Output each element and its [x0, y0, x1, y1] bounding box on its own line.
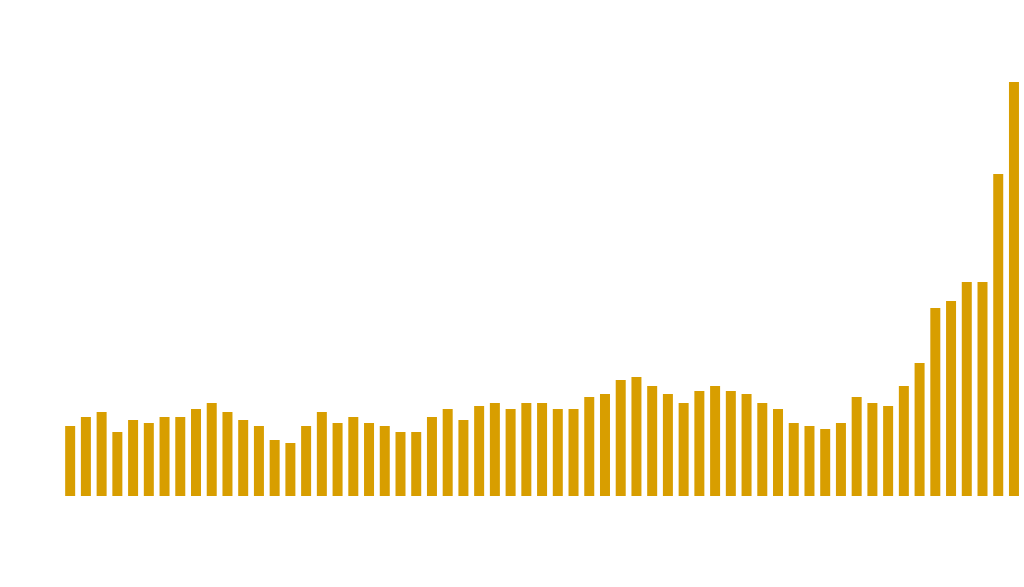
bar [930, 308, 941, 496]
bar [143, 423, 154, 496]
bar [489, 403, 500, 496]
bar [285, 443, 296, 496]
bar [348, 417, 359, 496]
bar [584, 397, 595, 496]
bar [835, 423, 846, 496]
bar [395, 432, 406, 496]
bar [253, 426, 264, 496]
bar [694, 391, 705, 496]
bar [1008, 82, 1019, 496]
bar [379, 426, 390, 496]
bar [191, 409, 202, 496]
bar [269, 440, 280, 496]
bar [977, 282, 988, 496]
bar [820, 429, 831, 496]
bar [647, 386, 658, 496]
bar [741, 394, 752, 496]
bar [128, 420, 139, 496]
bar [757, 403, 768, 496]
bar [552, 409, 563, 496]
bar [961, 282, 972, 496]
bar [599, 394, 610, 496]
bar [112, 432, 123, 496]
bar [662, 394, 673, 496]
bar [159, 417, 170, 496]
bar [788, 423, 799, 496]
bar [710, 386, 721, 496]
bar [993, 174, 1004, 496]
bar [631, 377, 642, 496]
bar [238, 420, 249, 496]
bar [364, 423, 375, 496]
bar [883, 406, 894, 496]
bar [458, 420, 469, 496]
bar [65, 426, 76, 496]
bar [301, 426, 312, 496]
bar [222, 412, 233, 496]
bar [96, 412, 107, 496]
bar [442, 409, 453, 496]
bar [521, 403, 532, 496]
bar [914, 363, 925, 496]
bar [316, 412, 327, 496]
bar [615, 380, 626, 496]
bar [851, 397, 862, 496]
bar [773, 409, 784, 496]
bar [206, 403, 217, 496]
bar [804, 426, 815, 496]
bar [332, 423, 343, 496]
bar [411, 432, 422, 496]
bar [505, 409, 516, 496]
bar [898, 386, 909, 496]
bar [725, 391, 736, 496]
bar [946, 301, 957, 496]
bar [678, 403, 689, 496]
bar [474, 406, 485, 496]
bar [537, 403, 548, 496]
bar [426, 417, 437, 496]
bar [867, 403, 878, 496]
bar [175, 417, 186, 496]
bar [80, 417, 91, 496]
bar [568, 409, 579, 496]
